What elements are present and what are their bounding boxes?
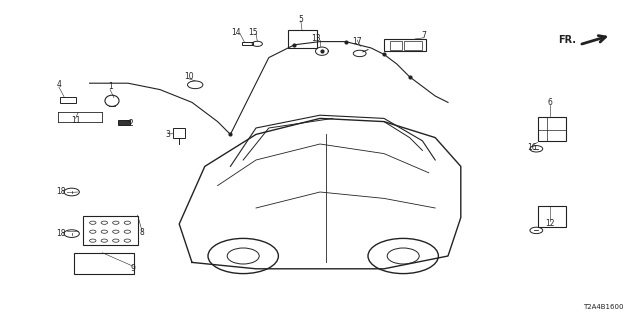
Text: 14: 14 [230,28,241,36]
Text: 13: 13 [311,34,321,43]
Text: 17: 17 [352,37,362,46]
Bar [538,206,566,227]
Bar [60,97,76,103]
Text: 15: 15 [248,28,258,36]
Bar [74,253,134,274]
Text: 9: 9 [131,264,136,273]
Bar [83,216,138,245]
Text: 5: 5 [298,15,303,24]
Text: 10: 10 [184,72,194,81]
Bar [118,120,130,125]
Text: 7: 7 [421,31,426,40]
Text: 2: 2 [129,119,134,128]
Bar [404,41,422,50]
Text: 6: 6 [548,98,553,107]
Bar [384,39,426,51]
Bar [390,41,402,50]
Bar [173,128,185,138]
Text: 18: 18 [57,188,66,196]
Text: FR.: FR. [558,35,576,45]
Text: 18: 18 [57,229,66,238]
Bar [538,117,566,141]
Bar [242,42,253,45]
Text: 8: 8 [140,228,145,237]
Text: 4: 4 [56,80,61,89]
Bar [288,30,317,48]
Text: 12: 12 [546,220,555,228]
Text: 1: 1 [108,82,113,91]
Text: T2A4B1600: T2A4B1600 [584,304,624,310]
Text: 3: 3 [165,130,170,139]
Text: 16: 16 [527,143,538,152]
Text: 11: 11 [71,116,80,125]
